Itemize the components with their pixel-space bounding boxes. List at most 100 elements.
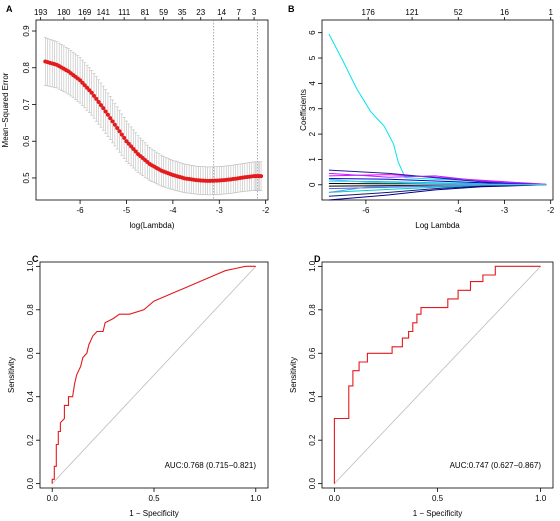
mse-point (117, 129, 122, 134)
panel-letter-c: C (32, 254, 39, 264)
panel-b-top-label: 16 (500, 8, 509, 17)
panel-letter-a: A (6, 4, 13, 14)
panel-a-top-label: 14 (217, 8, 226, 17)
panel-b-x-tick-label: -2 (547, 206, 555, 215)
mse-point (96, 99, 101, 104)
panel-b-x-tick-label: -4 (455, 206, 463, 215)
C-y-tick-label: 0.8 (26, 304, 35, 316)
panel-a-top-label: 35 (178, 8, 187, 17)
panel-b-top-label: 121 (405, 8, 419, 17)
panel-a-y-tick-label: 0.8 (22, 62, 31, 74)
mse-point (129, 144, 134, 149)
C-x-tick-label: 1.0 (250, 494, 262, 503)
panel-letter-d: D (314, 254, 321, 264)
panel-letter-b: B (288, 4, 295, 14)
D-y-tick-label: 1.0 (308, 260, 317, 272)
mse-point (259, 174, 264, 179)
panel-c: 0.0 0.5 1.0 0.0 0.2 0.4 0.6 0.8 1.0 1 − Specifici… (7, 260, 269, 518)
panel-b-top-label: 176 (362, 8, 376, 17)
mse-point (133, 149, 138, 154)
mse-point (92, 93, 96, 98)
auc-annotation: AUC:0.768 (0.715−0.821) (165, 461, 257, 470)
C-x-axis-title: 1 − Specificity (129, 509, 179, 518)
panel-a-x-axis-title: log(Lambda) (130, 221, 175, 230)
D-y-tick-label: 0.0 (308, 478, 317, 490)
panel-a-top-label: 59 (159, 8, 168, 17)
coefficient-path (328, 178, 547, 186)
panel-a-top-label: 3 (252, 8, 257, 17)
panel-a-top-label: 169 (78, 8, 92, 17)
mse-point (110, 119, 115, 124)
mse-point (101, 106, 106, 111)
roc-curve (333, 265, 541, 484)
panel-b-x-tick-label: -3 (501, 206, 509, 215)
panel-b-y-tick-label: 0 (308, 182, 317, 187)
D-x-tick-label: 1.0 (535, 494, 547, 503)
mse-point (105, 112, 110, 117)
panel-a-x-tick-label: -6 (77, 206, 85, 215)
mse-point (94, 96, 99, 101)
C-y-tick-label: 0.2 (26, 434, 35, 446)
C-y-tick-label: 0.4 (26, 391, 35, 403)
panel-a-top-label: 193 (34, 8, 48, 17)
panel-b-x-tick-label: -6 (362, 206, 370, 215)
panel-b-x-axis-title: Log Lambda (415, 221, 460, 230)
panel-b-y-tick-label: 1 (308, 157, 317, 162)
panel-b-y-tick-label: 4 (308, 81, 317, 86)
D-y-tick-label: 0.4 (308, 391, 317, 403)
panel-a-top-label: 23 (196, 8, 205, 17)
C-y-tick-label: 0.6 (26, 347, 35, 359)
mse-point (124, 139, 129, 144)
mse-point (108, 116, 113, 121)
C-x-tick-label: 0.0 (47, 494, 59, 503)
panel-a-top-label: 141 (97, 8, 111, 17)
D-x-tick-label: 0.0 (329, 494, 341, 503)
mse-point (122, 135, 127, 140)
panel-a-x-tick-label: -4 (169, 206, 177, 215)
D-y-tick-label: 0.8 (308, 304, 317, 316)
auc-annotation: AUC:0.747 (0.627−0.867) (450, 461, 542, 470)
panel-a-top-label: 81 (141, 8, 150, 17)
reference-diagonal (51, 266, 257, 484)
mse-point (131, 146, 136, 151)
C-y-tick-label: 0.0 (26, 478, 35, 490)
panel-d: 0.0 0.5 1.0 0.0 0.2 0.4 0.6 0.8 1.0 1 − Specifici… (289, 260, 554, 518)
D-y-tick-label: 0.2 (308, 434, 317, 446)
coefficient-path (328, 178, 547, 186)
panel-a-x-tick-label: -3 (216, 206, 224, 215)
mse-point (112, 122, 117, 127)
panel-b-y-tick-label: 5 (308, 55, 317, 60)
panel-a-x-tick-label: -5 (123, 206, 131, 215)
panel-b-top-label: 52 (454, 8, 463, 17)
panel-b-top-label: 1 (548, 8, 553, 17)
C-y-axis-title: Sensitivity (7, 357, 16, 393)
D-x-tick-label: 0.5 (432, 494, 444, 503)
panel-a-top-label: 7 (237, 8, 242, 17)
panel-b-y-tick-label: 2 (308, 131, 317, 136)
plot-frame (35, 19, 269, 201)
panel-a-top-label: 111 (118, 8, 131, 17)
coefficient-path (328, 184, 547, 193)
panel-b-y-axis-title: Coefficients (299, 89, 308, 131)
C-y-tick-label: 1.0 (26, 260, 35, 272)
D-y-tick-label: 0.6 (308, 347, 317, 359)
panel-b-y-tick-label: 6 (308, 30, 317, 35)
coefficient-path (328, 184, 547, 201)
plot-frame (321, 19, 554, 201)
C-x-tick-label: 0.5 (148, 494, 160, 503)
panel-b: -6 -4 -3 -2 0 1 2 3 4 5 6 176 121 52 16 1 Log Lambda Coef… (299, 8, 555, 230)
D-y-axis-title: Sensitivity (289, 357, 298, 393)
panel-a-y-tick-label: 0.9 (22, 25, 31, 37)
D-x-axis-title: 1 − Specificity (413, 509, 463, 518)
panel-a-x-tick-label: -2 (262, 206, 270, 215)
mse-point (89, 90, 94, 95)
panel-a-y-tick-label: 0.6 (22, 135, 31, 147)
panel-b-y-tick-label: 3 (308, 106, 317, 111)
mse-point (103, 109, 108, 114)
panel-a-y-tick-label: 0.7 (22, 98, 31, 110)
roc-curve (51, 265, 256, 484)
panel-a-y-axis-title: Mean−Squared Error (1, 72, 10, 147)
